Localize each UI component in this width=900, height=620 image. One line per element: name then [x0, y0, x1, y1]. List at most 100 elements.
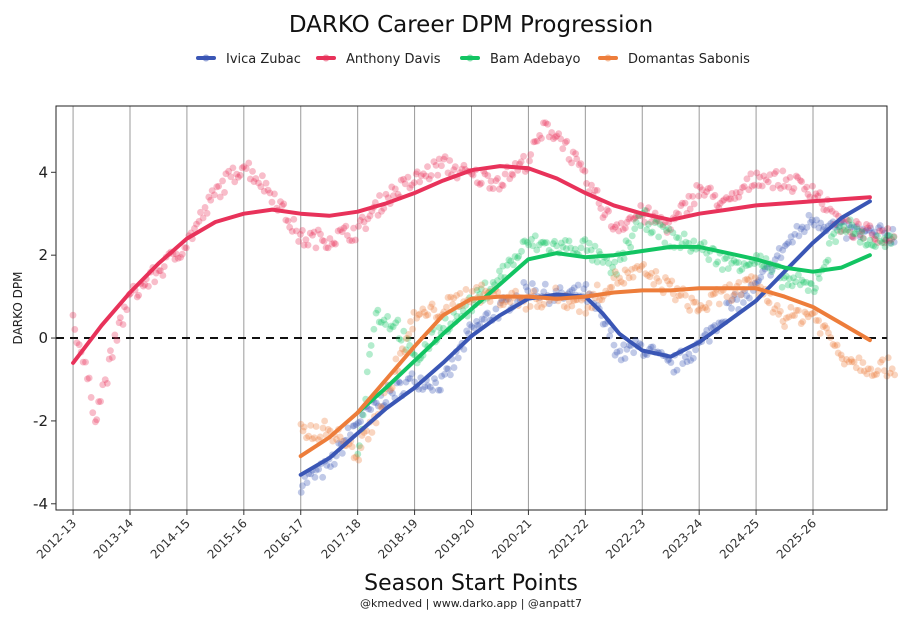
- point-anthony-davis: [284, 217, 292, 225]
- point-bam-adebayo: [579, 237, 587, 245]
- point-anthony-davis: [116, 314, 124, 322]
- point-domantas-sabonis: [629, 273, 637, 281]
- point-anthony-davis: [334, 227, 342, 235]
- point-anthony-davis: [434, 171, 442, 179]
- point-anthony-davis: [711, 191, 719, 199]
- point-bam-adebayo: [605, 259, 613, 267]
- point-domantas-sabonis: [416, 310, 424, 318]
- point-anthony-davis: [435, 155, 443, 163]
- point-domantas-sabonis: [644, 272, 651, 279]
- point-anthony-davis: [79, 358, 87, 366]
- point-bam-adebayo: [535, 241, 543, 249]
- point-anthony-davis: [572, 150, 580, 158]
- point-ivica-zubac: [568, 286, 576, 294]
- point-ivica-zubac: [867, 224, 875, 232]
- point-anthony-davis: [382, 190, 390, 198]
- point-anthony-davis: [324, 244, 332, 252]
- point-domantas-sabonis: [859, 359, 867, 366]
- point-domantas-sabonis: [655, 277, 663, 285]
- point-anthony-davis: [868, 231, 876, 239]
- point-anthony-davis: [481, 170, 489, 178]
- x-tick-label: 2013-14: [91, 516, 136, 561]
- point-domantas-sabonis: [675, 292, 683, 300]
- point-domantas-sabonis: [565, 298, 573, 306]
- point-domantas-sabonis: [403, 335, 410, 342]
- point-anthony-davis: [850, 234, 857, 242]
- point-bam-adebayo: [876, 237, 884, 245]
- point-bam-adebayo: [545, 247, 553, 254]
- point-anthony-davis: [446, 157, 454, 164]
- point-bam-adebayo: [778, 283, 786, 291]
- point-anthony-davis: [97, 398, 104, 405]
- y-axis-label: DARKO DPM: [11, 272, 25, 345]
- point-anthony-davis: [663, 229, 671, 236]
- point-anthony-davis: [621, 224, 629, 232]
- point-bam-adebayo: [489, 279, 497, 286]
- point-domantas-sabonis: [874, 367, 882, 375]
- point-ivica-zubac: [630, 349, 638, 357]
- point-bam-adebayo: [537, 239, 545, 246]
- point-ivica-zubac: [478, 315, 486, 323]
- x-tick-label: 2020-21: [489, 516, 534, 561]
- point-bam-adebayo: [531, 232, 539, 240]
- point-domantas-sabonis: [625, 274, 633, 282]
- point-ivica-zubac: [781, 242, 789, 250]
- point-anthony-davis: [178, 250, 186, 258]
- point-domantas-sabonis: [450, 294, 458, 302]
- point-domantas-sabonis: [610, 274, 618, 282]
- point-ivica-zubac: [389, 389, 396, 397]
- point-ivica-zubac: [358, 411, 366, 418]
- point-ivica-zubac: [463, 327, 471, 335]
- point-ivica-zubac: [879, 226, 887, 234]
- point-ivica-zubac: [890, 238, 898, 246]
- point-anthony-davis: [350, 224, 358, 232]
- point-anthony-davis: [720, 196, 728, 204]
- point-anthony-davis: [245, 159, 253, 167]
- point-bam-adebayo: [784, 281, 792, 289]
- point-anthony-davis: [866, 222, 874, 230]
- point-anthony-davis: [340, 224, 348, 232]
- point-anthony-davis: [85, 374, 93, 382]
- point-bam-adebayo: [703, 249, 711, 257]
- point-domantas-sabonis: [444, 294, 452, 301]
- point-bam-adebayo: [651, 219, 659, 227]
- point-ivica-zubac: [444, 365, 452, 373]
- point-anthony-davis: [509, 171, 517, 179]
- point-domantas-sabonis: [443, 303, 450, 311]
- point-bam-adebayo: [740, 260, 748, 267]
- point-bam-adebayo: [505, 256, 513, 264]
- point-ivica-zubac: [419, 386, 427, 393]
- point-ivica-zubac: [856, 233, 864, 241]
- point-ivica-zubac: [374, 402, 382, 410]
- point-domantas-sabonis: [473, 284, 480, 291]
- point-anthony-davis: [501, 170, 509, 178]
- point-bam-adebayo: [562, 245, 570, 253]
- point-domantas-sabonis: [707, 291, 715, 299]
- point-anthony-davis: [374, 211, 382, 219]
- point-domantas-sabonis: [348, 443, 356, 451]
- point-domantas-sabonis: [422, 312, 430, 319]
- point-domantas-sabonis: [747, 273, 755, 280]
- point-bam-adebayo: [669, 229, 677, 237]
- point-anthony-davis: [884, 225, 892, 232]
- point-domantas-sabonis: [783, 314, 790, 322]
- point-bam-adebayo: [735, 259, 742, 266]
- point-domantas-sabonis: [563, 304, 571, 312]
- point-ivica-zubac: [640, 352, 647, 360]
- point-bam-adebayo: [732, 259, 740, 266]
- legend: Ivica Zubac Anthony Davis Bam Adebayo Doman…: [196, 52, 750, 67]
- point-anthony-davis: [769, 184, 777, 192]
- point-domantas-sabonis: [682, 291, 689, 299]
- point-bam-adebayo: [673, 234, 680, 241]
- point-domantas-sabonis: [705, 299, 713, 307]
- point-anthony-davis: [764, 178, 772, 186]
- point-bam-adebayo: [690, 237, 698, 245]
- point-anthony-davis: [617, 219, 625, 227]
- x-tick-label: 2017-18: [318, 516, 363, 561]
- point-anthony-davis: [266, 189, 274, 197]
- point-ivica-zubac: [729, 296, 736, 303]
- point-ivica-zubac: [679, 360, 687, 367]
- point-ivica-zubac: [606, 332, 614, 340]
- point-bam-adebayo: [682, 238, 690, 246]
- point-ivica-zubac: [531, 286, 539, 294]
